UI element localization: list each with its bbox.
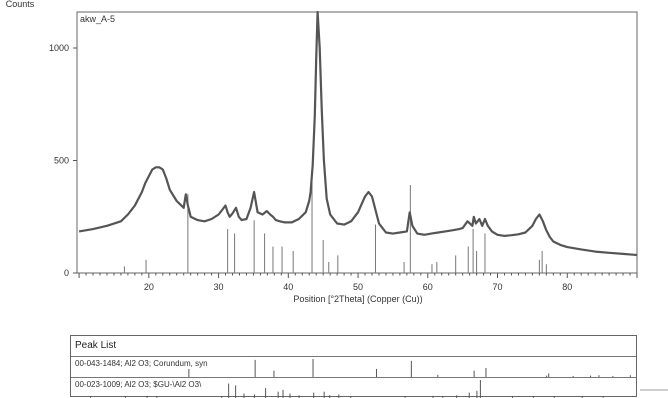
x-axis-ticks: 20 30 40 50 60 70 80 bbox=[78, 273, 638, 292]
y-axis-title: Counts bbox=[6, 0, 35, 9]
x-tick-label: 40 bbox=[283, 282, 293, 292]
y-tick-label: 500 bbox=[54, 156, 69, 166]
diffraction-pattern-line bbox=[78, 10, 638, 257]
peak-row-label: 00-043-1484; Al2 O3; Corundum, syn bbox=[75, 358, 211, 369]
peak-list-panel: Peak List 00-043-1484; Al2 O3; Corundum,… bbox=[70, 335, 637, 398]
x-tick-label: 80 bbox=[562, 282, 572, 292]
x-tick-label: 60 bbox=[423, 282, 433, 292]
chart-title: akw_A-5 bbox=[80, 14, 115, 24]
scroll-indicator bbox=[640, 389, 668, 391]
peak-list-row-gamma-alumina: 00-023-1009; Al2 O3; $GU-\Al2 O3\ bbox=[71, 378, 636, 398]
x-axis-label: Position [°2Theta] (Copper (Cu)) bbox=[293, 294, 422, 304]
x-tick-label: 50 bbox=[353, 282, 363, 292]
peak-list-title: Peak List bbox=[71, 336, 636, 357]
y-tick-label: 0 bbox=[64, 268, 69, 278]
x-tick-label: 70 bbox=[493, 282, 503, 292]
x-tick-label: 30 bbox=[214, 282, 224, 292]
y-tick-label: 1000 bbox=[49, 43, 69, 53]
y-axis-ticks: 0 500 1000 bbox=[49, 43, 77, 278]
plot-frame bbox=[76, 11, 638, 274]
x-tick-label: 20 bbox=[144, 282, 154, 292]
peak-list-row-corundum: 00-043-1484; Al2 O3; Corundum, syn bbox=[71, 357, 636, 378]
peak-row-label: 00-023-1009; Al2 O3; $GU-\Al2 O3\ bbox=[75, 379, 205, 390]
